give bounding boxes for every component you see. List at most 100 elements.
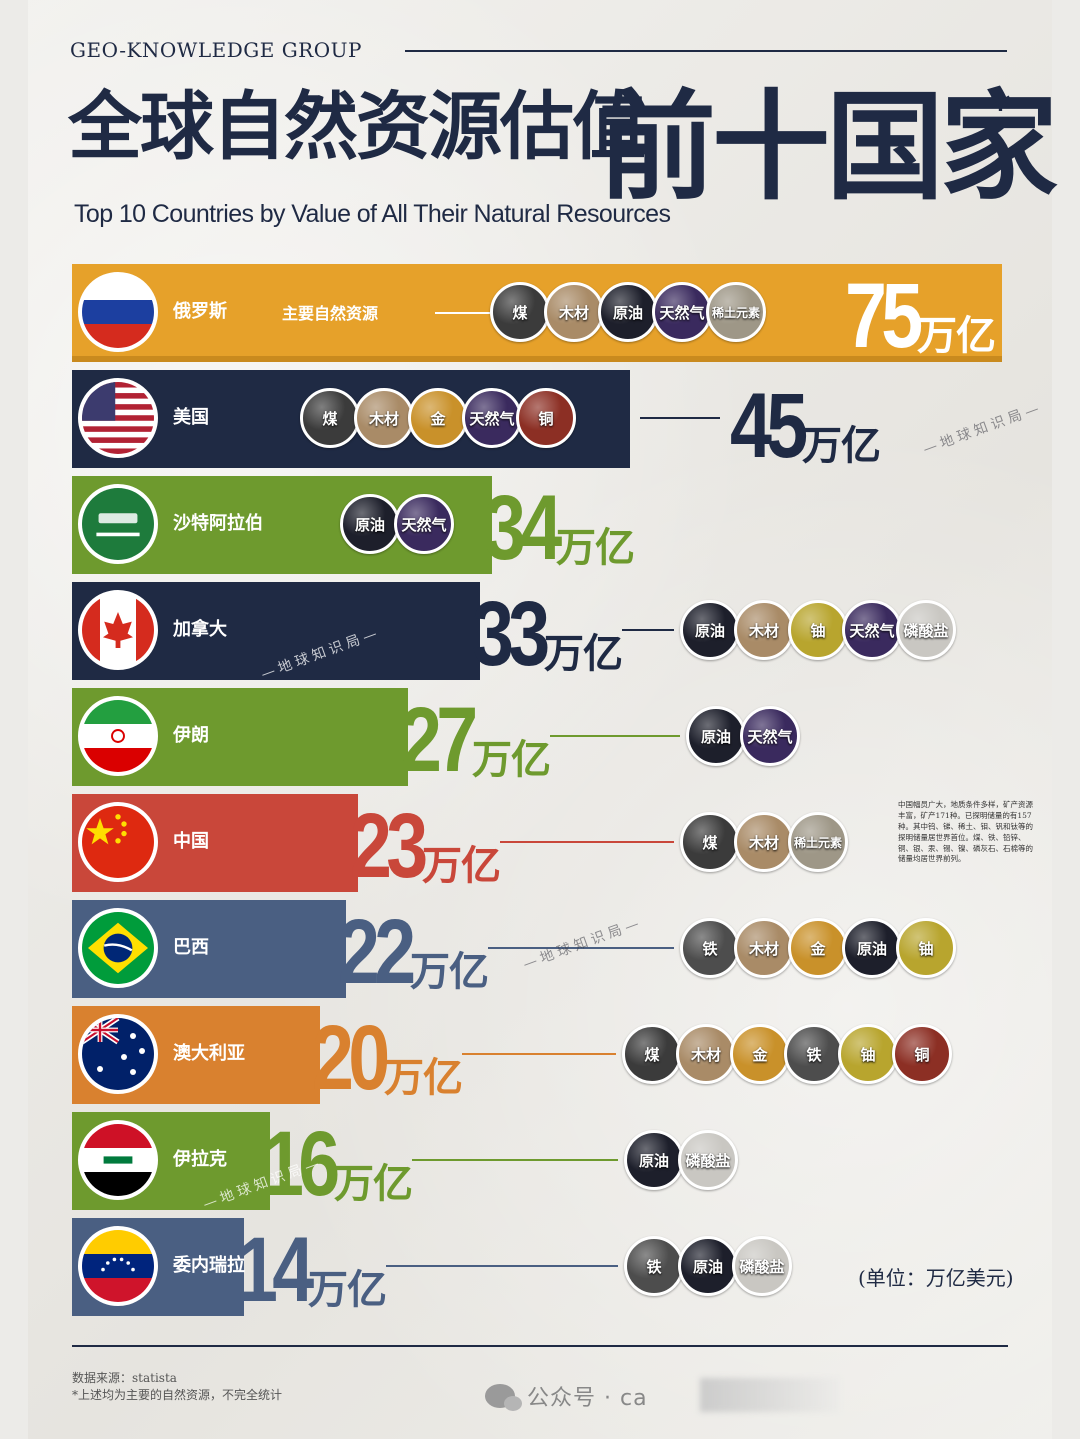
resource-icon: 金: [788, 918, 848, 978]
resource-group: 铁 原油 磷酸盐: [624, 1236, 792, 1296]
resource-label: 原油: [612, 303, 643, 322]
resource-icon: 原油: [598, 282, 658, 342]
wechat-text: 公众号 · ca: [527, 1386, 648, 1411]
value-label: 34: [484, 477, 562, 579]
unit-label: 万亿: [556, 525, 635, 571]
country-row: 委内瑞拉 14 万亿铁原油 磷酸盐: [0, 1218, 1080, 1316]
resource-label: 原油: [638, 1151, 669, 1170]
resource-icon: 铀: [838, 1024, 898, 1084]
bar-edge: [72, 356, 1002, 362]
resource-label: 铁: [646, 1257, 662, 1276]
resource-label: 稀土元素: [711, 305, 760, 320]
resource-icon: 磷酸盐: [896, 600, 956, 660]
resource-label: 原油: [856, 939, 887, 958]
resource-label: 铜: [538, 409, 554, 428]
resource-label: 铁: [702, 939, 718, 958]
unit-label: 万亿: [917, 313, 996, 359]
resource-label: 磷酸盐: [685, 1151, 731, 1170]
leader-line: [500, 841, 674, 843]
resource-group: 煤 木材 稀土元素: [680, 812, 848, 872]
title-cn: 全球自然资源估值: [68, 84, 646, 170]
resource-icon: 天然气: [842, 600, 902, 660]
value-label: 33: [472, 583, 550, 685]
resource-icon: 稀土元素: [706, 282, 766, 342]
leader-line: [640, 417, 720, 419]
resource-icon: 原油: [680, 600, 740, 660]
resource-label: 木材: [368, 409, 399, 428]
flag-icon: [78, 802, 158, 882]
resource-label: 天然气: [849, 621, 895, 640]
resource-label: 天然气: [469, 409, 515, 428]
resource-icon: 木材: [734, 812, 794, 872]
value-label: 75: [845, 265, 923, 367]
bar-edge: [72, 1204, 270, 1210]
country-row: 澳大利亚 20 万亿煤木材金铁铀铜: [0, 1006, 1080, 1104]
country-row: 巴西 22 万亿铁木材金原油铀: [0, 900, 1080, 998]
resource-group: 原油 天然气: [340, 494, 454, 554]
bar-edge: [72, 992, 346, 998]
resource-icon: 原油: [624, 1130, 684, 1190]
resource-icon: 煤: [300, 388, 360, 448]
resource-label: 原油: [692, 1257, 723, 1276]
value-label: 45: [730, 375, 808, 477]
unit-label: 万亿: [384, 1055, 463, 1101]
resource-label: 木材: [748, 939, 779, 958]
wechat-icon: [485, 1384, 522, 1411]
value-label: 23: [350, 795, 428, 897]
country-name: 中国: [173, 831, 209, 852]
bar-edge: [72, 886, 358, 892]
leader-line: [622, 629, 674, 631]
resource-icon: 天然气: [394, 494, 454, 554]
flag-icon: [78, 1226, 158, 1306]
country-row: 伊朗 27 万亿 原油 天然气: [0, 688, 1080, 786]
resource-icon: 原油: [340, 494, 400, 554]
main-resources-label: 主要自然资源: [282, 304, 379, 323]
unit-label: 万亿: [802, 423, 881, 469]
unit-label: 万亿: [334, 1161, 413, 1207]
flag-icon: [78, 590, 158, 670]
resource-icon: 煤: [490, 282, 550, 342]
resource-icon: 原油: [842, 918, 902, 978]
resource-label: 稀土元素: [793, 835, 842, 850]
bar-edge: [72, 780, 408, 786]
resource-icon: 木材: [734, 600, 794, 660]
country-row: 沙特阿拉伯 34 万亿 原油 天然气: [0, 476, 1080, 574]
bottom-rule: [72, 1345, 1008, 1347]
resource-icon: 天然气: [462, 388, 522, 448]
leader-line: [462, 1053, 616, 1055]
resource-label: 铀: [918, 939, 934, 958]
country-name: 加拿大: [173, 619, 227, 640]
leader-line: [488, 947, 674, 949]
resource-icon: 金: [408, 388, 468, 448]
resource-label: 铀: [810, 621, 826, 640]
resource-group: 原油 木材 铀 天然气 磷酸盐: [680, 600, 956, 660]
unit-label: 万亿: [422, 843, 501, 889]
unit-label: (单位：万亿美元): [858, 1266, 1014, 1290]
bar-edge: [72, 568, 492, 574]
main-resources-line: [435, 312, 490, 314]
flag-icon: [78, 484, 158, 564]
flag-icon: [78, 378, 158, 458]
title-cn-large: 前十国家: [598, 78, 1058, 216]
leader-line: [412, 1159, 618, 1161]
resource-label: 磷酸盐: [739, 1257, 785, 1276]
resource-icon: 木材: [354, 388, 414, 448]
resource-label: 天然气: [401, 515, 447, 534]
title-asterisk: *: [990, 86, 1011, 132]
leader-line: [386, 1265, 618, 1267]
country-row: 美国 45 万亿煤木材金天然气铜: [0, 370, 1080, 472]
country-row: 加拿大 33 万亿 原油 木材铀天然气 磷酸盐: [0, 582, 1080, 680]
value-label: 27: [400, 689, 478, 791]
resource-label: 原油: [700, 727, 731, 746]
china-note: 中国幅员广大，地质条件多样，矿产资源丰富，矿产171种。已探明储量的有157种。…: [898, 800, 1033, 864]
country-name: 沙特阿拉伯: [173, 513, 263, 534]
resource-icon: 铁: [680, 918, 740, 978]
resource-label: 木材: [748, 833, 779, 852]
resource-label: 原油: [354, 515, 385, 534]
resource-label: 原油: [694, 621, 725, 640]
resource-icon: 煤: [680, 812, 740, 872]
unit-label: 万亿: [410, 949, 489, 995]
resource-icon: 金: [730, 1024, 790, 1084]
resource-label: 金: [810, 939, 826, 958]
value-label: 16: [262, 1113, 340, 1215]
